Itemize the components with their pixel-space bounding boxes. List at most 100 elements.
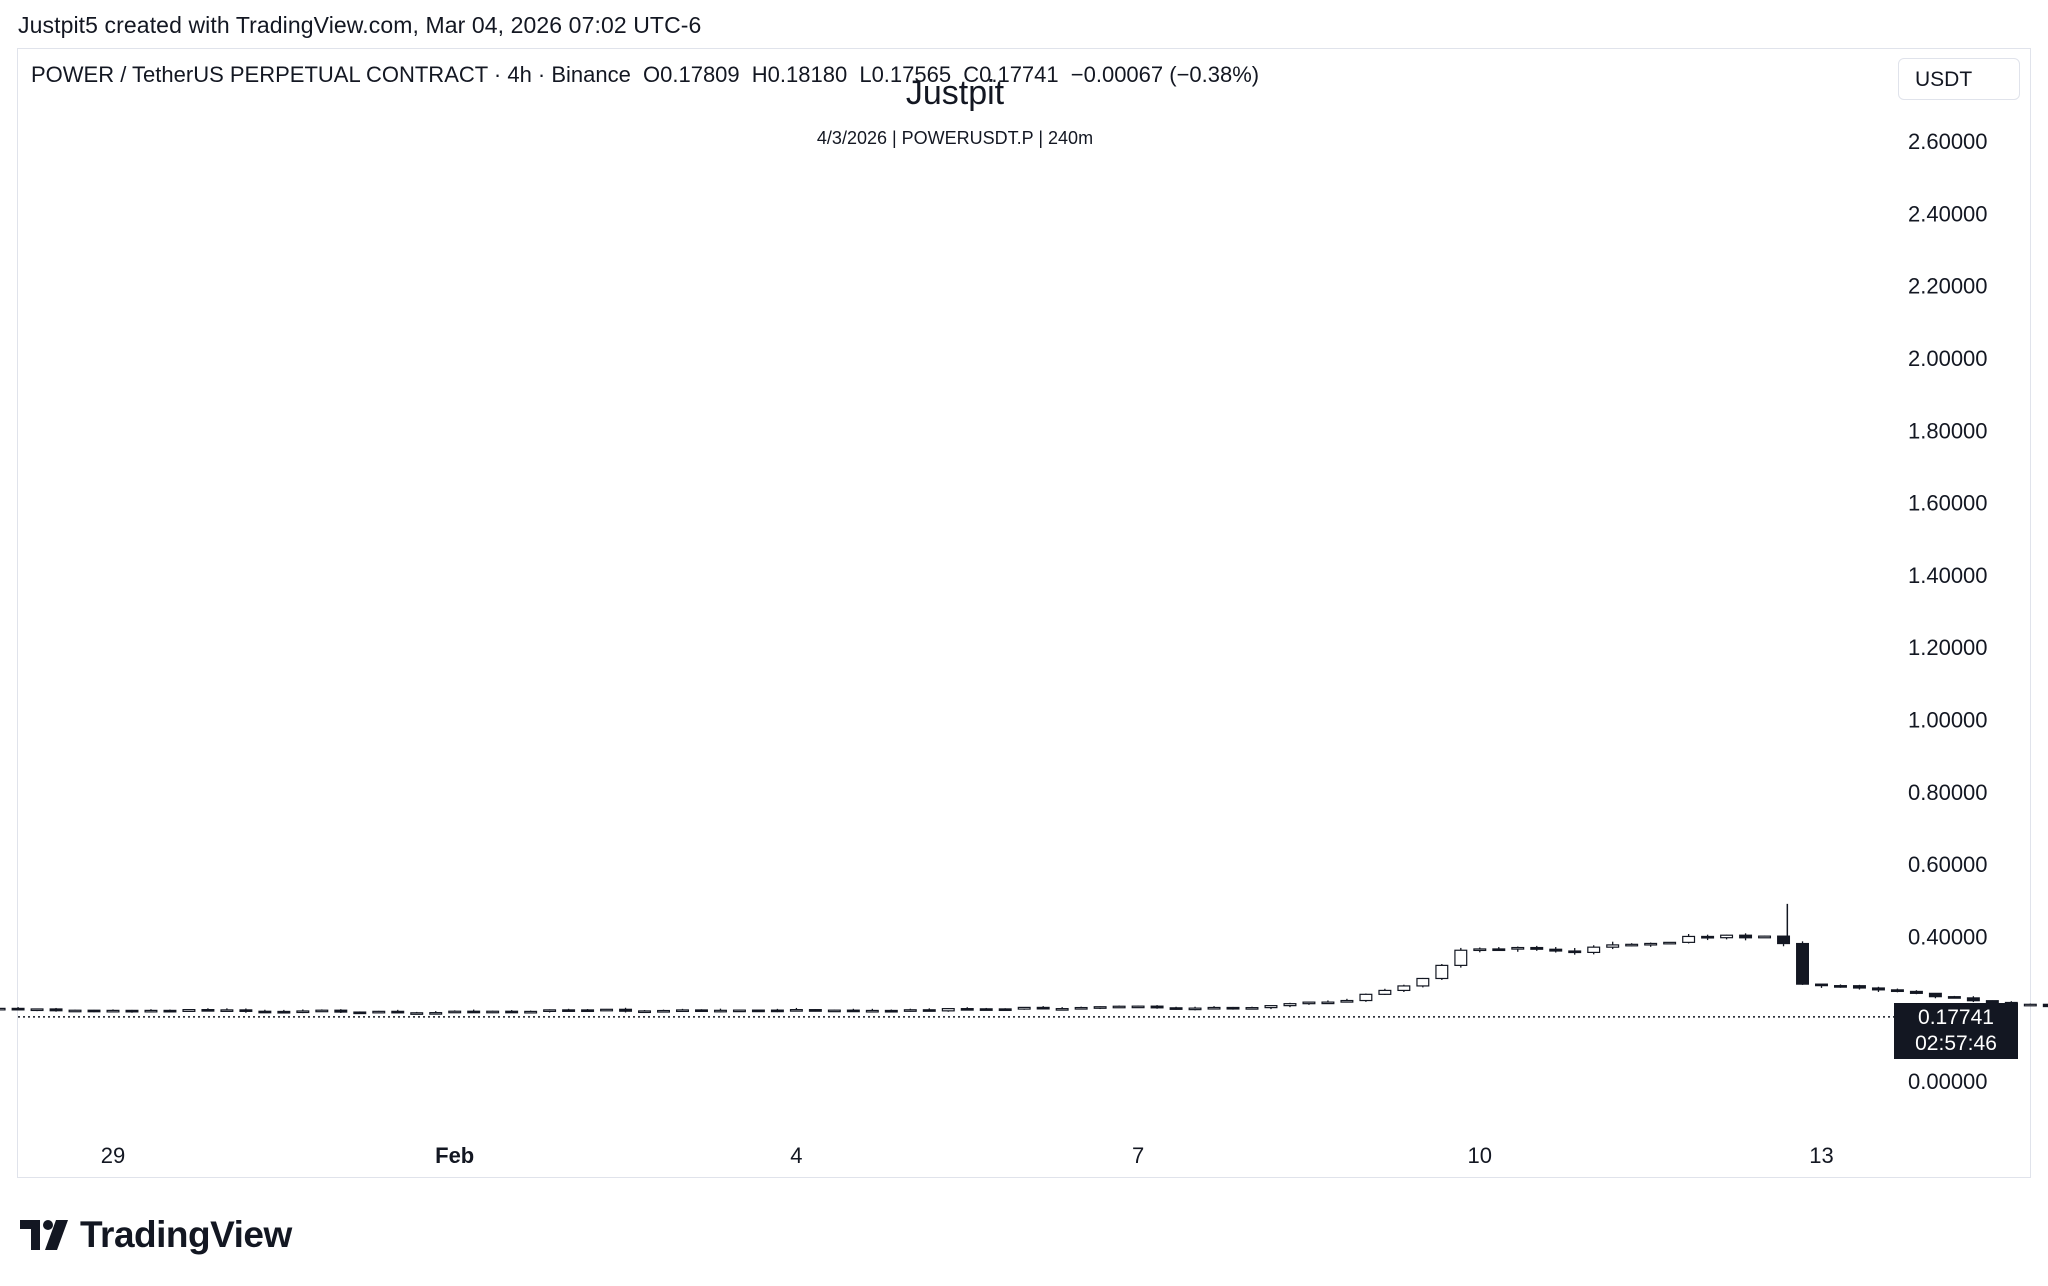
tradingview-wordmark: TradingView: [80, 1214, 292, 1255]
candle-body-up: [1663, 941, 1677, 945]
candle-body-up: [1644, 942, 1658, 946]
candle-body-down: [1985, 1000, 1999, 1004]
y-tick-label: 1.20000: [1908, 635, 1988, 660]
candle-body-down: [239, 1009, 253, 1012]
candle-body-up: [1093, 1006, 1107, 1009]
candle-body-up: [68, 1009, 82, 1013]
candle-body-down: [1815, 983, 1828, 987]
y-tick-label: 1.80000: [1908, 418, 1988, 443]
candle-body-up: [296, 1010, 310, 1014]
y-tick-label: 0.60000: [1908, 852, 1988, 877]
candle-body-down: [1169, 1007, 1183, 1010]
symbol-title[interactable]: POWER / TetherUS PERPETUAL CONTRACT · 4h…: [31, 62, 631, 87]
candle-body-down: [201, 1009, 215, 1012]
tradingview-logo-icon: [20, 1220, 68, 1250]
candle-body-up: [30, 1008, 44, 1012]
candle-body-down: [1928, 992, 1942, 998]
candle-body-down: [1150, 1005, 1164, 1009]
candle-body-up: [543, 1009, 557, 1013]
candle-body-down: [581, 1009, 595, 1013]
ohlc-open: O0.17809: [643, 62, 740, 87]
candle-body-up: [1587, 946, 1601, 954]
candle-body-up: [1416, 977, 1430, 987]
candle-body-down: [353, 1011, 367, 1015]
y-tick-label: 2.20000: [1908, 274, 1988, 299]
x-tick-label: Feb: [435, 1143, 474, 1168]
candle-body-down: [922, 1009, 936, 1012]
candle-body-up: [1435, 964, 1449, 980]
candle-body-down: [1226, 1006, 1240, 1010]
candle-body-up: [144, 1009, 158, 1013]
candle-body-up: [903, 1009, 917, 1012]
candle-body-up: [220, 1009, 234, 1012]
last-price-value: 0.17741: [1918, 1006, 1994, 1029]
ohlc-high: H0.18180: [751, 62, 848, 87]
candle-body-down: [1530, 946, 1544, 950]
candle-body-up: [1207, 1006, 1221, 1010]
candle-body-down: [960, 1008, 974, 1011]
candle-body-up: [1359, 993, 1373, 1002]
candle-body-up: [1188, 1007, 1202, 1011]
y-tick-label: 1.40000: [1908, 563, 1988, 588]
candle-body-up: [638, 1010, 652, 1014]
candle-body-up: [182, 1009, 196, 1012]
tradingview-logo[interactable]: TradingView: [20, 1214, 292, 1256]
candle-body-down: [1036, 1006, 1050, 1010]
candle-body-down: [770, 1009, 784, 1013]
chart-frame: [17, 48, 2031, 1178]
candle-body-down: [1701, 935, 1715, 939]
candle-body-up: [1302, 1001, 1316, 1005]
price-axis[interactable]: 2.60000 2.40000 2.20000 2.00000 1.80000 1.600…: [1908, 129, 1988, 1094]
candle-body-up: [1017, 1006, 1031, 1010]
y-tick-label: 0.80000: [1908, 780, 1988, 805]
candle-body-down: [2042, 1003, 2048, 1008]
chart-attribution: Justpit5 created with TradingView.com, M…: [18, 12, 702, 38]
y-tick-label: 1.60000: [1908, 491, 1988, 516]
candle-body-up: [1511, 946, 1525, 950]
candle-body-down: [1871, 987, 1885, 991]
candle-body-up: [1112, 1005, 1126, 1009]
candle-body-down: [1909, 990, 1923, 994]
candle-body-down: [1492, 948, 1506, 952]
candle-body-up: [789, 1009, 803, 1012]
candle-body-up: [1131, 1005, 1145, 1009]
y-tick-label: 1.00000: [1908, 708, 1988, 733]
candle-body-up: [410, 1012, 424, 1015]
candle-body-up: [372, 1010, 386, 1014]
last-price-tag: 0.17741 02:57:46: [1894, 1003, 2018, 1059]
candle-body-down: [1966, 997, 1980, 1002]
x-tick-label: 29: [101, 1143, 125, 1168]
ohlc-change: −0.00067 (−0.38%): [1070, 62, 1260, 87]
candle-body-up: [732, 1009, 746, 1013]
y-tick-label: 2.60000: [1908, 129, 1988, 154]
candle-body-up: [315, 1009, 329, 1013]
candle-body-down: [619, 1008, 633, 1012]
candle-body-up: [448, 1010, 462, 1014]
candle-body-up: [1340, 999, 1354, 1003]
time-axis[interactable]: 29Feb47101316192225Mar47101316: [101, 1143, 2048, 1168]
candle-body-down: [979, 1008, 993, 1011]
candle-body-down: [808, 1009, 822, 1012]
watermark-subtitle: 4/3/2026 | POWERUSDT.P | 240m: [816, 128, 1094, 148]
y-tick-label: 2.40000: [1908, 201, 1988, 226]
x-tick-label: 7: [1132, 1143, 1144, 1168]
candle-body-down: [334, 1009, 348, 1013]
candle-body-up: [1606, 944, 1620, 948]
candle-body-up: [713, 1009, 727, 1013]
candle-body-down: [694, 1009, 708, 1013]
x-tick-label: 13: [1809, 1143, 1833, 1168]
candle-body-down: [505, 1010, 519, 1014]
candle-body-up: [486, 1010, 500, 1014]
candle-body-down: [258, 1010, 272, 1014]
bar-countdown: 02:57:46: [1915, 1032, 1997, 1055]
candle-body-up: [1245, 1007, 1259, 1010]
candle-body-down: [1890, 989, 1904, 993]
candle-body-up: [941, 1008, 955, 1012]
candle-body-down: [49, 1008, 63, 1012]
candle-body-up: [2023, 1003, 2037, 1007]
y-tick-label: 0.40000: [1908, 924, 1988, 949]
currency-button[interactable]: USDT: [1898, 58, 2020, 100]
candle-body-up: [0, 1007, 6, 1011]
ohlc-close: C0.17741: [963, 62, 1059, 87]
